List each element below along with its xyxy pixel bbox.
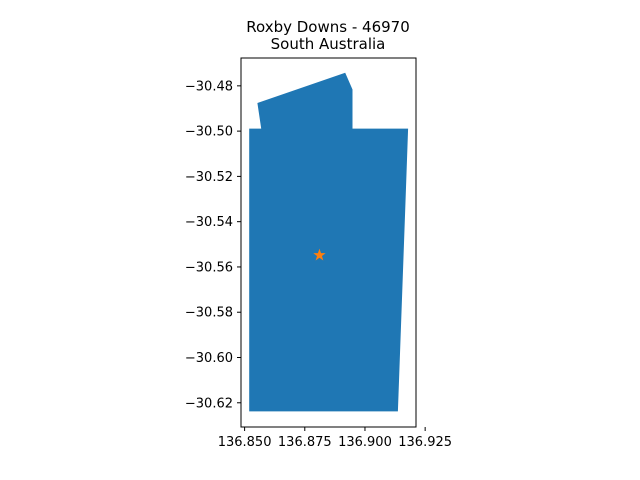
y-tick-label: −30.56 (185, 260, 233, 275)
x-tick-label: 136.875 (278, 435, 332, 450)
centroid-star-marker (313, 248, 326, 261)
y-tick-label: −30.54 (185, 215, 233, 230)
y-tick-label: −30.62 (185, 396, 233, 411)
y-tick-label: −30.60 (185, 351, 233, 366)
x-tick-label: 136.850 (218, 435, 272, 450)
y-axis-ticks: −30.48 −30.50 −30.52 −30.54 −30.56 −30.58 −30.… (185, 79, 241, 411)
y-tick-label: −30.50 (185, 125, 233, 140)
map-title-line2: South Australia (271, 35, 386, 53)
x-tick-label: 136.900 (338, 435, 392, 450)
y-tick-label: −30.58 (185, 306, 233, 321)
suburb-boundary-polygon (249, 72, 409, 412)
x-axis-ticks: 136.850 136.875 136.900 136.925 (218, 427, 452, 450)
x-tick-label: 136.925 (398, 435, 452, 450)
y-tick-label: −30.52 (185, 170, 233, 185)
y-tick-label: −30.48 (185, 79, 233, 94)
map-title-line1: Roxby Downs - 46970 (246, 18, 410, 36)
axes-frame (240, 57, 417, 428)
map-axes: 136.850 136.875 136.900 136.925 −30.48 −30.5… (185, 57, 452, 450)
